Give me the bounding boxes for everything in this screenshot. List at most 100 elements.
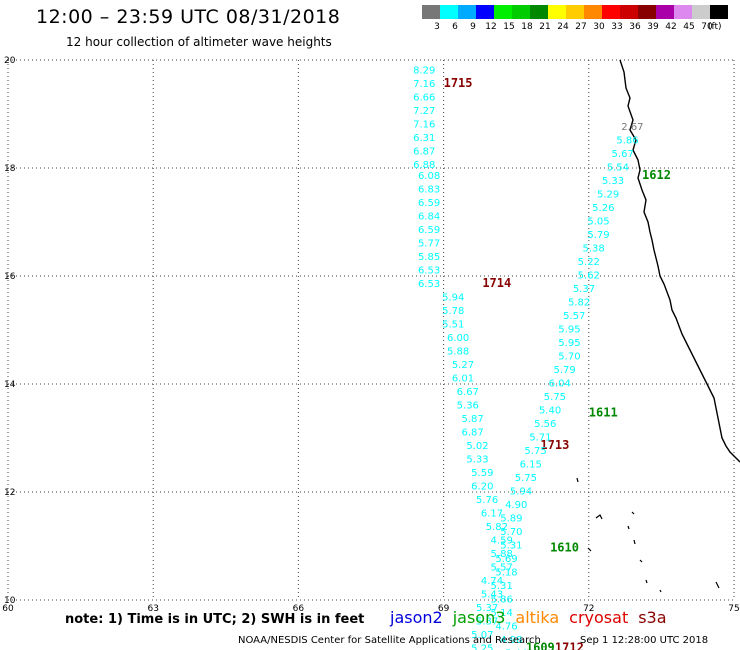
x-tick-label: 75	[728, 604, 739, 614]
legend-swatch	[458, 5, 476, 19]
pass-time-label: 1610	[550, 540, 579, 554]
wave-height-value: 6.31	[413, 133, 435, 144]
wave-height-value: 5.38	[583, 244, 605, 255]
wave-height-value: 5.75	[524, 446, 546, 457]
legend-swatch	[566, 5, 584, 19]
pass-1609: 1609	[526, 640, 555, 650]
pass-1612: 2.67 5.86 5.67 5.54 5.33 5.29 5.26 5.05 5.79 5.38…	[544, 122, 671, 403]
wave-height-value: 5.86	[491, 595, 513, 606]
wave-height-value: 5.82	[486, 522, 508, 533]
satellite-legend: jason2 jason3 altika cryosat s3a	[390, 608, 677, 627]
wave-height-value: 5.25	[471, 643, 493, 650]
pass-time-label: 1612	[642, 168, 671, 182]
legend-label: 15	[503, 22, 515, 32]
legend-unit: (ft)	[708, 22, 722, 32]
legend-label: 30	[593, 22, 605, 32]
wave-height-value: 5.37	[476, 603, 498, 614]
wave-height-value: 5.77	[418, 238, 440, 249]
lat-lon-grid	[7, 59, 735, 601]
legend-swatch	[548, 5, 566, 19]
wave-height-value: 6.00	[447, 333, 469, 344]
wave-height-value: 5.87	[462, 414, 484, 425]
wave-height-value: 6.87	[413, 147, 435, 158]
y-tick-label: 14	[4, 380, 16, 390]
pass-1713: 1713	[540, 438, 569, 452]
wave-height-value: 5.33	[466, 454, 488, 465]
legend-swatch	[440, 5, 458, 19]
legend-label: 27	[575, 22, 587, 32]
wave-height-value: 5.95	[558, 325, 580, 336]
wave-height-value: 5.70	[500, 527, 522, 538]
x-tick-label: 72	[583, 604, 594, 614]
wave-height-value: 6.04	[549, 379, 571, 390]
wave-height-value: 4.90	[505, 500, 527, 511]
wave-height-value: 5.95	[558, 338, 580, 349]
wave-height-value: 5.79	[553, 365, 575, 376]
legend-swatch	[710, 5, 728, 19]
legend-swatch	[602, 5, 620, 19]
wave-height-value: 5.94	[442, 292, 464, 303]
pass-time-label: 1713	[540, 438, 569, 452]
wave-height-value: 5.54	[607, 163, 629, 174]
wave-height-value: 5.59	[471, 468, 493, 479]
legend-label: 45	[683, 22, 695, 32]
wave-height-value: 5.69	[495, 554, 517, 565]
wave-height-value: 5.02	[466, 441, 488, 452]
chart-title: 12:00 – 23:59 UTC 08/31/2018	[36, 6, 341, 28]
offshore-islands	[576, 477, 720, 593]
wave-height-value: 6.84	[418, 211, 440, 222]
wave-height-value: 6.01	[452, 373, 474, 384]
wave-height-value: 5.94	[510, 487, 532, 498]
wave-height-value: 5.37	[573, 284, 595, 295]
wave-height-value: 5.71	[529, 433, 551, 444]
pass-time-label: 1714	[482, 276, 511, 290]
legend-swatch	[620, 5, 638, 19]
legend-label: 18	[521, 22, 533, 32]
wave-height-value: 5.75	[515, 473, 537, 484]
y-tick-label: 12	[4, 488, 15, 498]
legend-label: 12	[485, 22, 497, 32]
legend-swatch	[494, 5, 512, 19]
legend-label: 6	[452, 22, 458, 32]
legend-swatch	[530, 5, 548, 19]
satellite-altika: altika	[515, 608, 560, 627]
wave-height-value: 5.33	[602, 176, 624, 187]
x-tick-label: 69	[438, 604, 450, 614]
credit-text: NOAA/NESDIS Center for Satellite Applica…	[238, 635, 541, 646]
wave-height-value: 5.26	[592, 203, 614, 214]
wave-height-value: 5.22	[578, 257, 600, 268]
satellite-jason3: jason3	[452, 608, 506, 627]
legend-swatch	[638, 5, 656, 19]
wave-height-value: 5.36	[457, 400, 479, 411]
wave-height-value: 5.27	[452, 360, 474, 371]
wave-height-value: 4.59	[491, 535, 513, 546]
legend-swatch	[674, 5, 692, 19]
wave-height-value: 6.15	[520, 460, 542, 471]
legend-label: 24	[557, 22, 569, 32]
pass-1712: 1712	[555, 640, 584, 650]
wave-height-value: 7.16	[413, 79, 435, 90]
pass-time-label: 1611	[589, 405, 618, 419]
satellite-jason2: jason2	[390, 608, 443, 627]
wave-height-value: 5.56	[534, 419, 556, 430]
wave-height-value: 5.67	[612, 149, 634, 160]
y-tick-label: 10	[4, 596, 16, 606]
x-tick-label: 60	[2, 604, 14, 614]
wave-height-value: 6.59	[418, 198, 440, 209]
wave-height-value: 6.67	[457, 387, 479, 398]
wave-height-value: 5.18	[495, 568, 517, 579]
chart-subtitle: 12 hour collection of altimeter wave hei…	[66, 35, 332, 49]
wave-height-value: 6.17	[481, 508, 503, 519]
legend-label: 42	[665, 22, 677, 32]
legend-swatch	[584, 5, 602, 19]
wave-height-value: 5.79	[587, 230, 609, 241]
wave-height-value: 7.27	[413, 106, 435, 117]
wave-height-value: 5.89	[500, 514, 522, 525]
wave-height-value: 2.67	[621, 122, 643, 133]
wave-height-value: 5.40	[539, 406, 561, 417]
axis-tick-labels: 60 63 66 69 72 75 10 12 14 16 18 20	[2, 56, 739, 614]
wave-height-value: 5.88	[447, 346, 469, 357]
wave-height-value: 5.57	[491, 562, 513, 573]
legend-label: 36	[629, 22, 641, 32]
